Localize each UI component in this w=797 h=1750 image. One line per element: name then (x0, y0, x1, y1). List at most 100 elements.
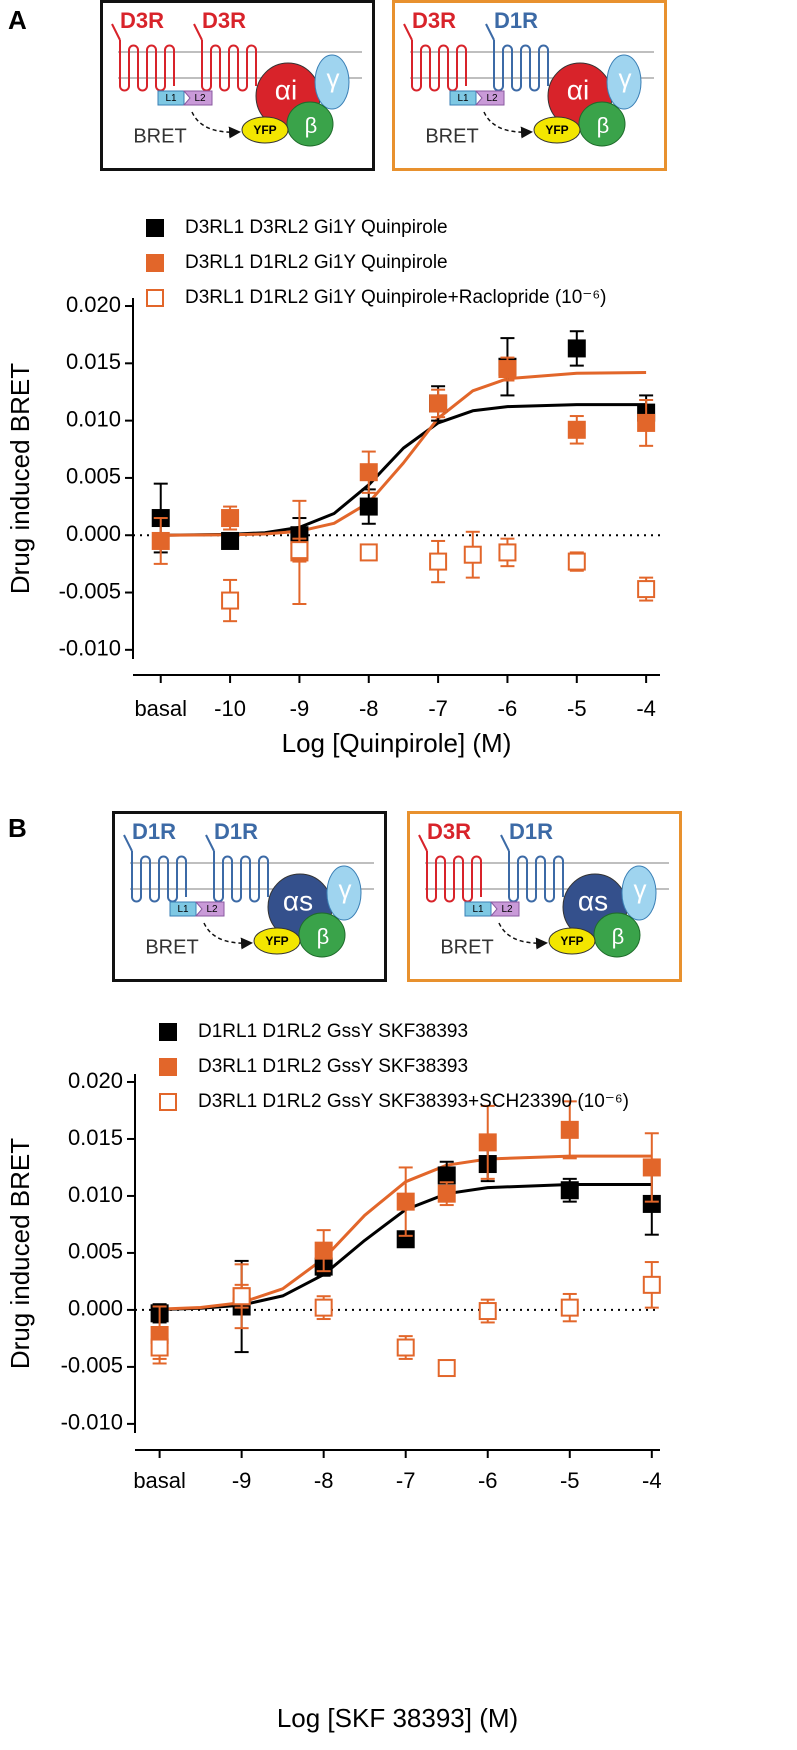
data-point (151, 531, 170, 550)
data-point (221, 509, 240, 528)
gamma-label: γ (634, 874, 647, 904)
receptor-tail (123, 834, 133, 852)
linker-tag (474, 90, 505, 106)
y-axis-title: Drug induced BRET (5, 1138, 35, 1369)
bret-label: BRET (440, 936, 493, 958)
data-point (396, 1338, 415, 1357)
linker-label: L1 (165, 93, 177, 104)
diagram: D3R D1R L1 L2 αs γβ YFP BRET (407, 811, 682, 982)
receptor-helices (213, 851, 269, 903)
yfp-label: YFP (253, 123, 276, 137)
data-point (478, 1302, 497, 1321)
panel-label: B (8, 813, 27, 843)
data-point (429, 394, 448, 413)
linker-tag (194, 901, 225, 917)
receptor-tail (205, 834, 215, 852)
receptor-helices (119, 40, 175, 92)
legend-label: D3RL1 D1RL2 GssY SKF38393 (198, 1056, 468, 1077)
y-tick-label: 0.010 (66, 406, 121, 431)
diagram: D3R D1R L1 L2 αi γβ YFP BRET (392, 0, 667, 171)
bret-arrow (191, 111, 241, 139)
y-tick-label: 0.015 (66, 349, 121, 374)
y-tick-label: 0.000 (66, 521, 121, 546)
receptor-label: D3R (120, 8, 164, 33)
x-tick-label: -8 (359, 696, 379, 721)
bret-arrow (483, 111, 533, 139)
linker-label: L2 (486, 93, 498, 104)
legend-label: D3RL1 D1RL2 Gi1Y Quinpirole (185, 252, 448, 273)
legend-marker (146, 254, 164, 272)
data-point (498, 360, 517, 379)
data-point (642, 1158, 661, 1177)
y-tick-label: 0.005 (66, 464, 121, 489)
alpha-label: αs (578, 885, 608, 916)
receptor-helices (201, 40, 257, 92)
receptor-label: D3R (412, 8, 456, 33)
data-point (560, 1181, 579, 1200)
beta-label: β (305, 113, 318, 138)
legend-marker (146, 219, 164, 237)
data-point (567, 420, 586, 439)
data-point (478, 1133, 497, 1152)
beta-subunit (286, 101, 334, 147)
data-point (637, 413, 656, 432)
linker-label: L2 (501, 904, 513, 915)
y-tick-label: 0.015 (68, 1125, 123, 1150)
fit-curve (159, 1183, 652, 1311)
gamma-label: γ (339, 874, 352, 904)
linker-label: L2 (206, 904, 218, 915)
panel-label: A (8, 5, 27, 35)
receptor-helices (508, 851, 564, 903)
bret-label: BRET (425, 125, 478, 147)
linker-tag (169, 901, 197, 917)
y-tick-label: -0.010 (61, 1410, 123, 1435)
receptor-tail (193, 23, 203, 41)
y-tick-label: 0.005 (68, 1239, 123, 1264)
y-tick-label: -0.005 (59, 578, 121, 603)
data-point (221, 531, 240, 550)
y-tick-label: -0.010 (59, 636, 121, 661)
linker-label: L1 (457, 93, 469, 104)
bret-label: BRET (145, 936, 198, 958)
legend-marker (159, 1023, 177, 1041)
x-tick-label: basal (133, 1468, 186, 1493)
y-tick-label: -0.005 (61, 1353, 123, 1378)
diagram: D3R D3R L1 L2 αi γβ YFP BRET (100, 0, 375, 171)
yfp (241, 116, 289, 144)
gamma-label: γ (327, 63, 340, 93)
yfp (533, 116, 581, 144)
receptor-tail (500, 834, 510, 852)
receptor-helices (411, 40, 467, 92)
linker-label: L2 (194, 93, 206, 104)
receptor-helices (426, 851, 482, 903)
bret-label: BRET (133, 125, 186, 147)
x-tick-label: -7 (396, 1468, 416, 1493)
linker-tag (489, 901, 520, 917)
gamma-label: γ (619, 63, 632, 93)
x-tick-label: -5 (567, 696, 587, 721)
x-tick-label: -5 (560, 1468, 580, 1493)
data-point (314, 1298, 333, 1317)
y-tick-label: 0.020 (68, 1068, 123, 1093)
data-point (359, 497, 378, 516)
data-point (437, 1359, 456, 1378)
gamma-subunit (621, 865, 657, 921)
fit-curve (159, 1154, 652, 1311)
beta-subunit (298, 912, 346, 958)
diagram: D1R D1R L1 L2 αs γβ YFP BRET (112, 811, 387, 982)
receptor-tail (485, 23, 495, 41)
data-point (359, 543, 378, 562)
linker-tag (182, 90, 213, 106)
legend-label: D3RL1 D1RL2 GssY SKF38393+SCH23390 (10⁻⁶… (198, 1091, 629, 1112)
data-point (429, 552, 448, 571)
data-point (359, 463, 378, 482)
x-axis-title: Log [Quinpirole] (M) (282, 728, 512, 758)
data-point (221, 591, 240, 610)
alpha-label: αi (567, 74, 589, 105)
receptor-label: D3R (202, 8, 246, 33)
legend-marker (146, 289, 164, 307)
x-tick-label: -9 (232, 1468, 252, 1493)
receptor-label: D3R (427, 819, 471, 844)
legend-label: D3RL1 D1RL2 Gi1Y Quinpirole+Raclopride (… (185, 287, 606, 308)
